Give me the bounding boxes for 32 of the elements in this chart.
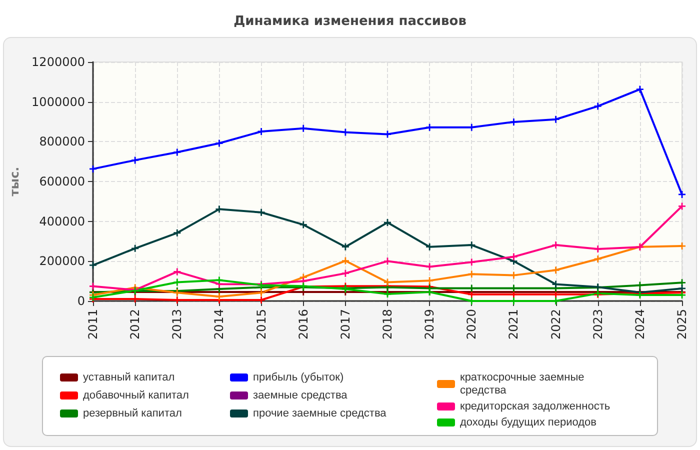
legend-label: заемные средства (253, 390, 348, 402)
x-tick-label: 2020 (464, 309, 479, 340)
x-tick-label: 2014 (212, 309, 226, 340)
legend-label: резервный капитал (83, 408, 182, 420)
x-tick-label: 2019 (422, 309, 437, 340)
x-tick-label: 2016 (296, 309, 310, 340)
legend-label: уставный капитал (83, 372, 175, 384)
y-tick-label: 0 (77, 294, 85, 308)
legend-label: добавочный капитал (83, 390, 189, 402)
x-tick-label: 2015 (254, 309, 268, 340)
y-tick-label: 200000 (39, 254, 85, 268)
x-tick-label: 2011 (86, 309, 100, 340)
x-tick-label: 2021 (506, 309, 521, 340)
x-tick-label: 2012 (128, 309, 142, 340)
x-tick-label: 2025 (675, 309, 689, 340)
x-tick-label: 2024 (632, 309, 647, 340)
y-tick-label: 400000 (39, 214, 85, 228)
y-tick-label: 800000 (39, 134, 85, 149)
x-tick-label: 2017 (338, 309, 352, 340)
legend-label: кредиторская задолженность (460, 400, 610, 412)
y-axis-title: тыс. (8, 166, 22, 196)
x-tick-label: 2018 (380, 309, 394, 340)
legend-label: прочие заемные средства (253, 408, 388, 420)
legend-label: прибыль (убыток) (253, 372, 344, 384)
x-tick-label: 2013 (170, 309, 184, 340)
x-tick-label: 2023 (590, 309, 605, 340)
x-tick-label: 2022 (548, 309, 563, 340)
y-tick-label: 1000000 (32, 94, 85, 109)
chart-title: Динамика изменения пассивов (234, 14, 466, 29)
y-tick-label: 600000 (39, 174, 85, 188)
legend-label: доходы будущих периодов (460, 416, 597, 428)
y-tick-label: 1200000 (32, 55, 85, 69)
